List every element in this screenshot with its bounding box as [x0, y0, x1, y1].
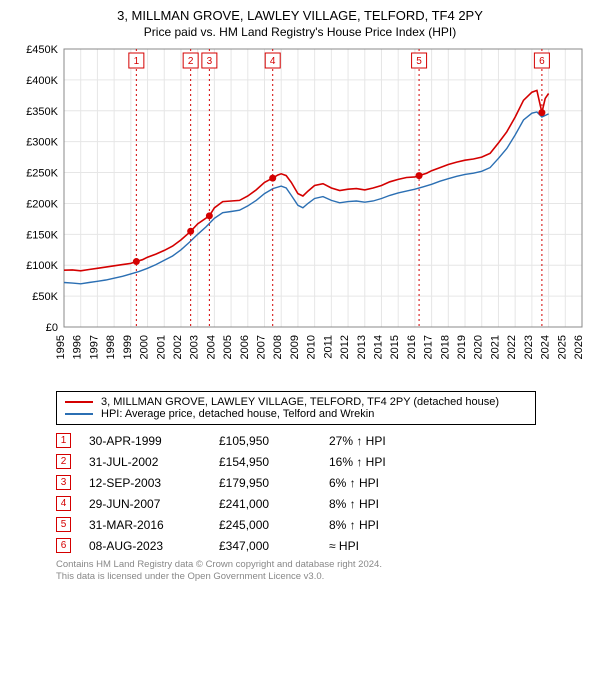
sale-annotation-row: 1 30-APR-1999£105,95027% ↑ HPI — [56, 433, 588, 448]
svg-text:2004: 2004 — [205, 335, 217, 359]
sale-price: £347,000 — [219, 539, 329, 553]
svg-text:2003: 2003 — [189, 335, 201, 359]
svg-text:2008: 2008 — [272, 335, 284, 359]
sale-marker-badge: 6 — [56, 538, 71, 553]
sale-vs-hpi: 27% ↑ HPI — [329, 434, 419, 448]
svg-text:1996: 1996 — [72, 335, 84, 359]
legend-label: HPI: Average price, detached house, Telf… — [101, 408, 374, 420]
sale-vs-hpi: 16% ↑ HPI — [329, 455, 419, 469]
svg-text:6: 6 — [539, 56, 545, 67]
chart-legend: 3, MILLMAN GROVE, LAWLEY VILLAGE, TELFOR… — [56, 391, 536, 425]
svg-text:2018: 2018 — [439, 335, 451, 359]
svg-text:2026: 2026 — [573, 335, 585, 359]
sale-price: £105,950 — [219, 434, 329, 448]
sale-date: 29-JUN-2007 — [89, 497, 219, 511]
sale-annotation-table: 1 30-APR-1999£105,95027% ↑ HPI 2 31-JUL-200… — [56, 433, 588, 553]
sale-date: 31-MAR-2016 — [89, 518, 219, 532]
svg-text:2009: 2009 — [289, 335, 301, 359]
svg-text:2005: 2005 — [222, 335, 234, 359]
sale-annotation-row: 4 29-JUN-2007£241,0008% ↑ HPI — [56, 496, 588, 511]
svg-text:2013: 2013 — [356, 335, 368, 359]
sale-marker-badge: 5 — [56, 517, 71, 532]
svg-text:1: 1 — [134, 56, 140, 67]
svg-text:£250K: £250K — [26, 168, 58, 180]
svg-text:2025: 2025 — [556, 335, 568, 359]
svg-text:£400K: £400K — [26, 75, 58, 87]
svg-text:2014: 2014 — [372, 335, 384, 359]
svg-text:£300K: £300K — [26, 137, 58, 149]
sale-date: 12-SEP-2003 — [89, 476, 219, 490]
sale-vs-hpi: 8% ↑ HPI — [329, 497, 419, 511]
svg-text:3: 3 — [207, 56, 213, 67]
chart-title-sub: Price paid vs. HM Land Registry's House … — [12, 25, 588, 39]
series-hpi — [64, 112, 549, 284]
sale-date: 08-AUG-2023 — [89, 539, 219, 553]
svg-text:£150K: £150K — [26, 229, 58, 241]
sale-date: 30-APR-1999 — [89, 434, 219, 448]
svg-text:£50K: £50K — [32, 291, 58, 303]
svg-text:2024: 2024 — [540, 335, 552, 359]
legend-swatch — [65, 413, 93, 415]
sale-price: £241,000 — [219, 497, 329, 511]
svg-text:2020: 2020 — [473, 335, 485, 359]
sale-vs-hpi: ≈ HPI — [329, 539, 419, 553]
svg-text:2015: 2015 — [389, 335, 401, 359]
svg-text:£0: £0 — [46, 322, 58, 334]
sale-date: 31-JUL-2002 — [89, 455, 219, 469]
sale-price: £245,000 — [219, 518, 329, 532]
sale-vs-hpi: 8% ↑ HPI — [329, 518, 419, 532]
svg-text:£100K: £100K — [26, 260, 58, 272]
svg-text:2016: 2016 — [406, 335, 418, 359]
svg-text:2012: 2012 — [339, 335, 351, 359]
sale-marker-badge: 1 — [56, 433, 71, 448]
svg-text:2: 2 — [188, 56, 194, 67]
sale-annotation-row: 6 08-AUG-2023£347,000≈ HPI — [56, 538, 588, 553]
sale-marker-badge: 4 — [56, 496, 71, 511]
sale-annotation-row: 5 31-MAR-2016£245,0008% ↑ HPI — [56, 517, 588, 532]
sale-marker-badge: 2 — [56, 454, 71, 469]
svg-text:2022: 2022 — [506, 335, 518, 359]
sale-price: £179,950 — [219, 476, 329, 490]
svg-text:1997: 1997 — [88, 335, 100, 359]
sale-marker-badge: 3 — [56, 475, 71, 490]
footer-licence: This data is licensed under the Open Gov… — [56, 571, 588, 583]
svg-text:1998: 1998 — [105, 335, 117, 359]
svg-text:2021: 2021 — [489, 335, 501, 359]
svg-text:5: 5 — [416, 56, 422, 67]
svg-text:2006: 2006 — [239, 335, 251, 359]
svg-text:2000: 2000 — [139, 335, 151, 359]
footer-copyright: Contains HM Land Registry data © Crown c… — [56, 559, 588, 571]
svg-text:£350K: £350K — [26, 106, 58, 118]
svg-text:2002: 2002 — [172, 335, 184, 359]
svg-text:4: 4 — [270, 56, 276, 67]
svg-text:2010: 2010 — [306, 335, 318, 359]
svg-text:2007: 2007 — [256, 335, 268, 359]
legend-label: 3, MILLMAN GROVE, LAWLEY VILLAGE, TELFOR… — [101, 396, 499, 408]
svg-text:2001: 2001 — [155, 335, 167, 359]
sale-annotation-row: 2 31-JUL-2002£154,95016% ↑ HPI — [56, 454, 588, 469]
chart-title-address: 3, MILLMAN GROVE, LAWLEY VILLAGE, TELFOR… — [12, 8, 588, 23]
legend-swatch — [65, 401, 93, 403]
price-vs-hpi-chart: £0 £50K £100K £150K £200K £250K £300K £350K £400… — [12, 43, 588, 383]
sale-annotation-row: 3 12-SEP-2003£179,9506% ↑ HPI — [56, 475, 588, 490]
svg-text:2011: 2011 — [322, 335, 334, 359]
svg-text:£450K: £450K — [26, 44, 58, 56]
svg-text:£200K: £200K — [26, 198, 58, 210]
sale-vs-hpi: 6% ↑ HPI — [329, 476, 419, 490]
svg-text:2019: 2019 — [456, 335, 468, 359]
svg-text:1995: 1995 — [55, 335, 67, 359]
sale-price: £154,950 — [219, 455, 329, 469]
svg-text:1999: 1999 — [122, 335, 134, 359]
svg-text:2017: 2017 — [423, 335, 435, 359]
svg-text:2023: 2023 — [523, 335, 535, 359]
